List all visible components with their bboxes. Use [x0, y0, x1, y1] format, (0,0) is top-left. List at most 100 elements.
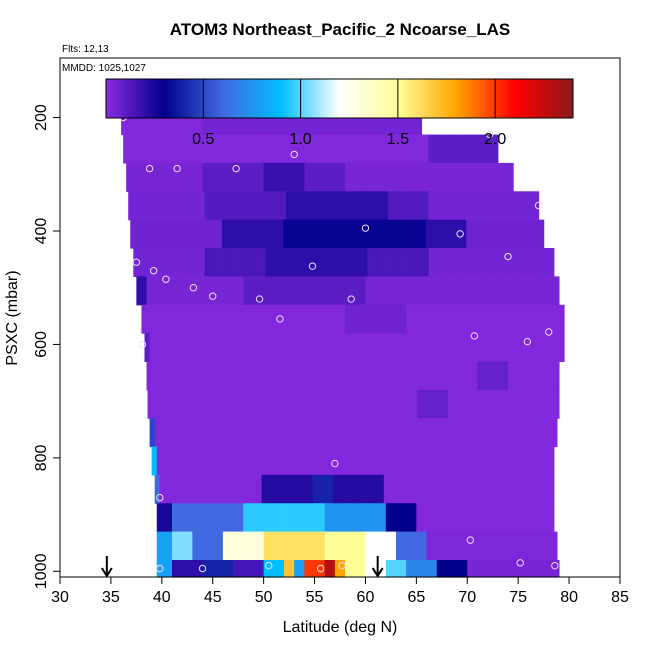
heatmap-cell — [360, 559, 367, 578]
heatmap-cell — [366, 389, 373, 419]
heatmap-cell — [350, 276, 356, 306]
heatmap-cell — [513, 531, 519, 561]
heatmap-cell — [299, 162, 305, 192]
heatmap-cell — [510, 191, 516, 221]
heatmap-cell — [418, 248, 425, 277]
heatmap-cell — [457, 446, 463, 476]
heatmap-cell — [192, 503, 199, 533]
heatmap-cell — [304, 276, 311, 306]
heatmap-cell — [258, 276, 265, 306]
heatmap-cell — [452, 276, 458, 306]
heatmap-cell — [477, 503, 484, 533]
heatmap-cell — [204, 134, 211, 164]
heatmap-cell — [483, 389, 490, 419]
heatmap-cell — [161, 304, 168, 334]
heatmap-cell — [414, 333, 421, 363]
heatmap-cell — [153, 134, 160, 164]
heatmap-cell — [244, 389, 250, 419]
heatmap-cell — [263, 559, 270, 578]
heatmap-cell — [222, 361, 229, 391]
heatmap-cell — [318, 219, 325, 249]
heatmap-cell — [157, 389, 164, 419]
heatmap-cell — [177, 446, 183, 476]
heatmap-cell — [337, 418, 344, 448]
heatmap-cell — [502, 559, 509, 578]
heatmap-cell — [182, 531, 188, 561]
heatmap-cell — [390, 276, 397, 306]
heatmap-cell — [494, 134, 499, 164]
heatmap-cell — [528, 503, 535, 533]
heatmap-cell — [378, 474, 385, 504]
heatmap-cell — [516, 333, 522, 363]
sample-point — [470, 332, 479, 340]
heatmap-cell — [133, 191, 139, 221]
heatmap-cell — [486, 219, 493, 249]
colorbar-tick-label: 1.5 — [387, 131, 409, 148]
heatmap-cell — [242, 219, 248, 249]
heatmap-cell — [484, 134, 491, 164]
heatmap-cell — [336, 134, 343, 164]
heatmap-cell — [421, 361, 428, 391]
heatmap-cell — [498, 389, 505, 419]
heatmap-cell — [188, 389, 194, 419]
heatmap-cell — [529, 389, 536, 419]
heatmap-cell — [201, 219, 208, 249]
heatmap-cell — [484, 248, 491, 277]
heatmap-cell — [316, 191, 323, 221]
heatmap-cell — [355, 361, 361, 391]
heatmap-cell — [427, 389, 434, 419]
heatmap-cell — [444, 418, 451, 448]
heatmap-cell — [268, 304, 275, 334]
heatmap-cell — [434, 333, 441, 363]
heatmap-cell — [253, 304, 260, 334]
heatmap-cell — [304, 531, 311, 561]
heatmap-cell — [550, 248, 555, 277]
heatmap-cell — [321, 134, 328, 164]
heatmap-cell — [202, 503, 209, 533]
heatmap-cell — [207, 503, 214, 533]
heatmap-cell — [305, 389, 312, 419]
sample-point — [276, 315, 284, 323]
heatmap-cell — [251, 418, 258, 448]
heatmap-cell — [165, 219, 172, 249]
heatmap-cell — [212, 446, 219, 476]
heatmap-cell — [375, 531, 382, 561]
heatmap-cell — [353, 474, 359, 504]
heatmap-cell — [322, 333, 329, 363]
heatmap-cell — [176, 219, 182, 249]
heatmap-cell — [289, 446, 295, 476]
heatmap-cell — [158, 191, 165, 221]
sample-point — [156, 564, 164, 573]
heatmap-cell — [336, 191, 343, 221]
heatmap-cell — [531, 418, 538, 448]
heatmap-cell — [143, 191, 150, 221]
heatmap-cell — [284, 559, 290, 578]
heatmap-cell — [302, 333, 309, 363]
heatmap-cell — [390, 361, 397, 391]
heatmap-cell — [350, 446, 356, 476]
heatmap-cell — [413, 134, 419, 164]
heatmap-cell — [262, 219, 269, 249]
heatmap-cell — [494, 191, 501, 221]
heatmap-cell — [166, 446, 173, 476]
colorbar-tick-label: 1.0 — [289, 131, 311, 148]
heatmap-cell — [533, 559, 540, 578]
heatmap-cell — [439, 474, 446, 504]
heatmap-cell — [299, 276, 305, 306]
heatmap-cell — [372, 134, 379, 164]
heatmap-cell — [150, 219, 157, 249]
x-axis-label: Latitude (deg N) — [283, 619, 398, 636]
heatmap-cell — [551, 474, 555, 504]
heatmap-cell — [314, 304, 321, 334]
heatmap-cell — [517, 219, 523, 249]
heatmap-cell — [416, 162, 423, 192]
heatmap-cell — [217, 361, 224, 391]
x-tick-label: 30 — [51, 589, 69, 606]
heatmap-cell — [334, 531, 341, 561]
heatmap-cell — [372, 191, 379, 221]
heatmap-cell — [333, 219, 340, 249]
heatmap-cell — [252, 219, 259, 249]
heatmap-cell — [394, 219, 401, 249]
heatmap-cell — [332, 333, 339, 363]
heatmap-cell — [248, 304, 255, 334]
